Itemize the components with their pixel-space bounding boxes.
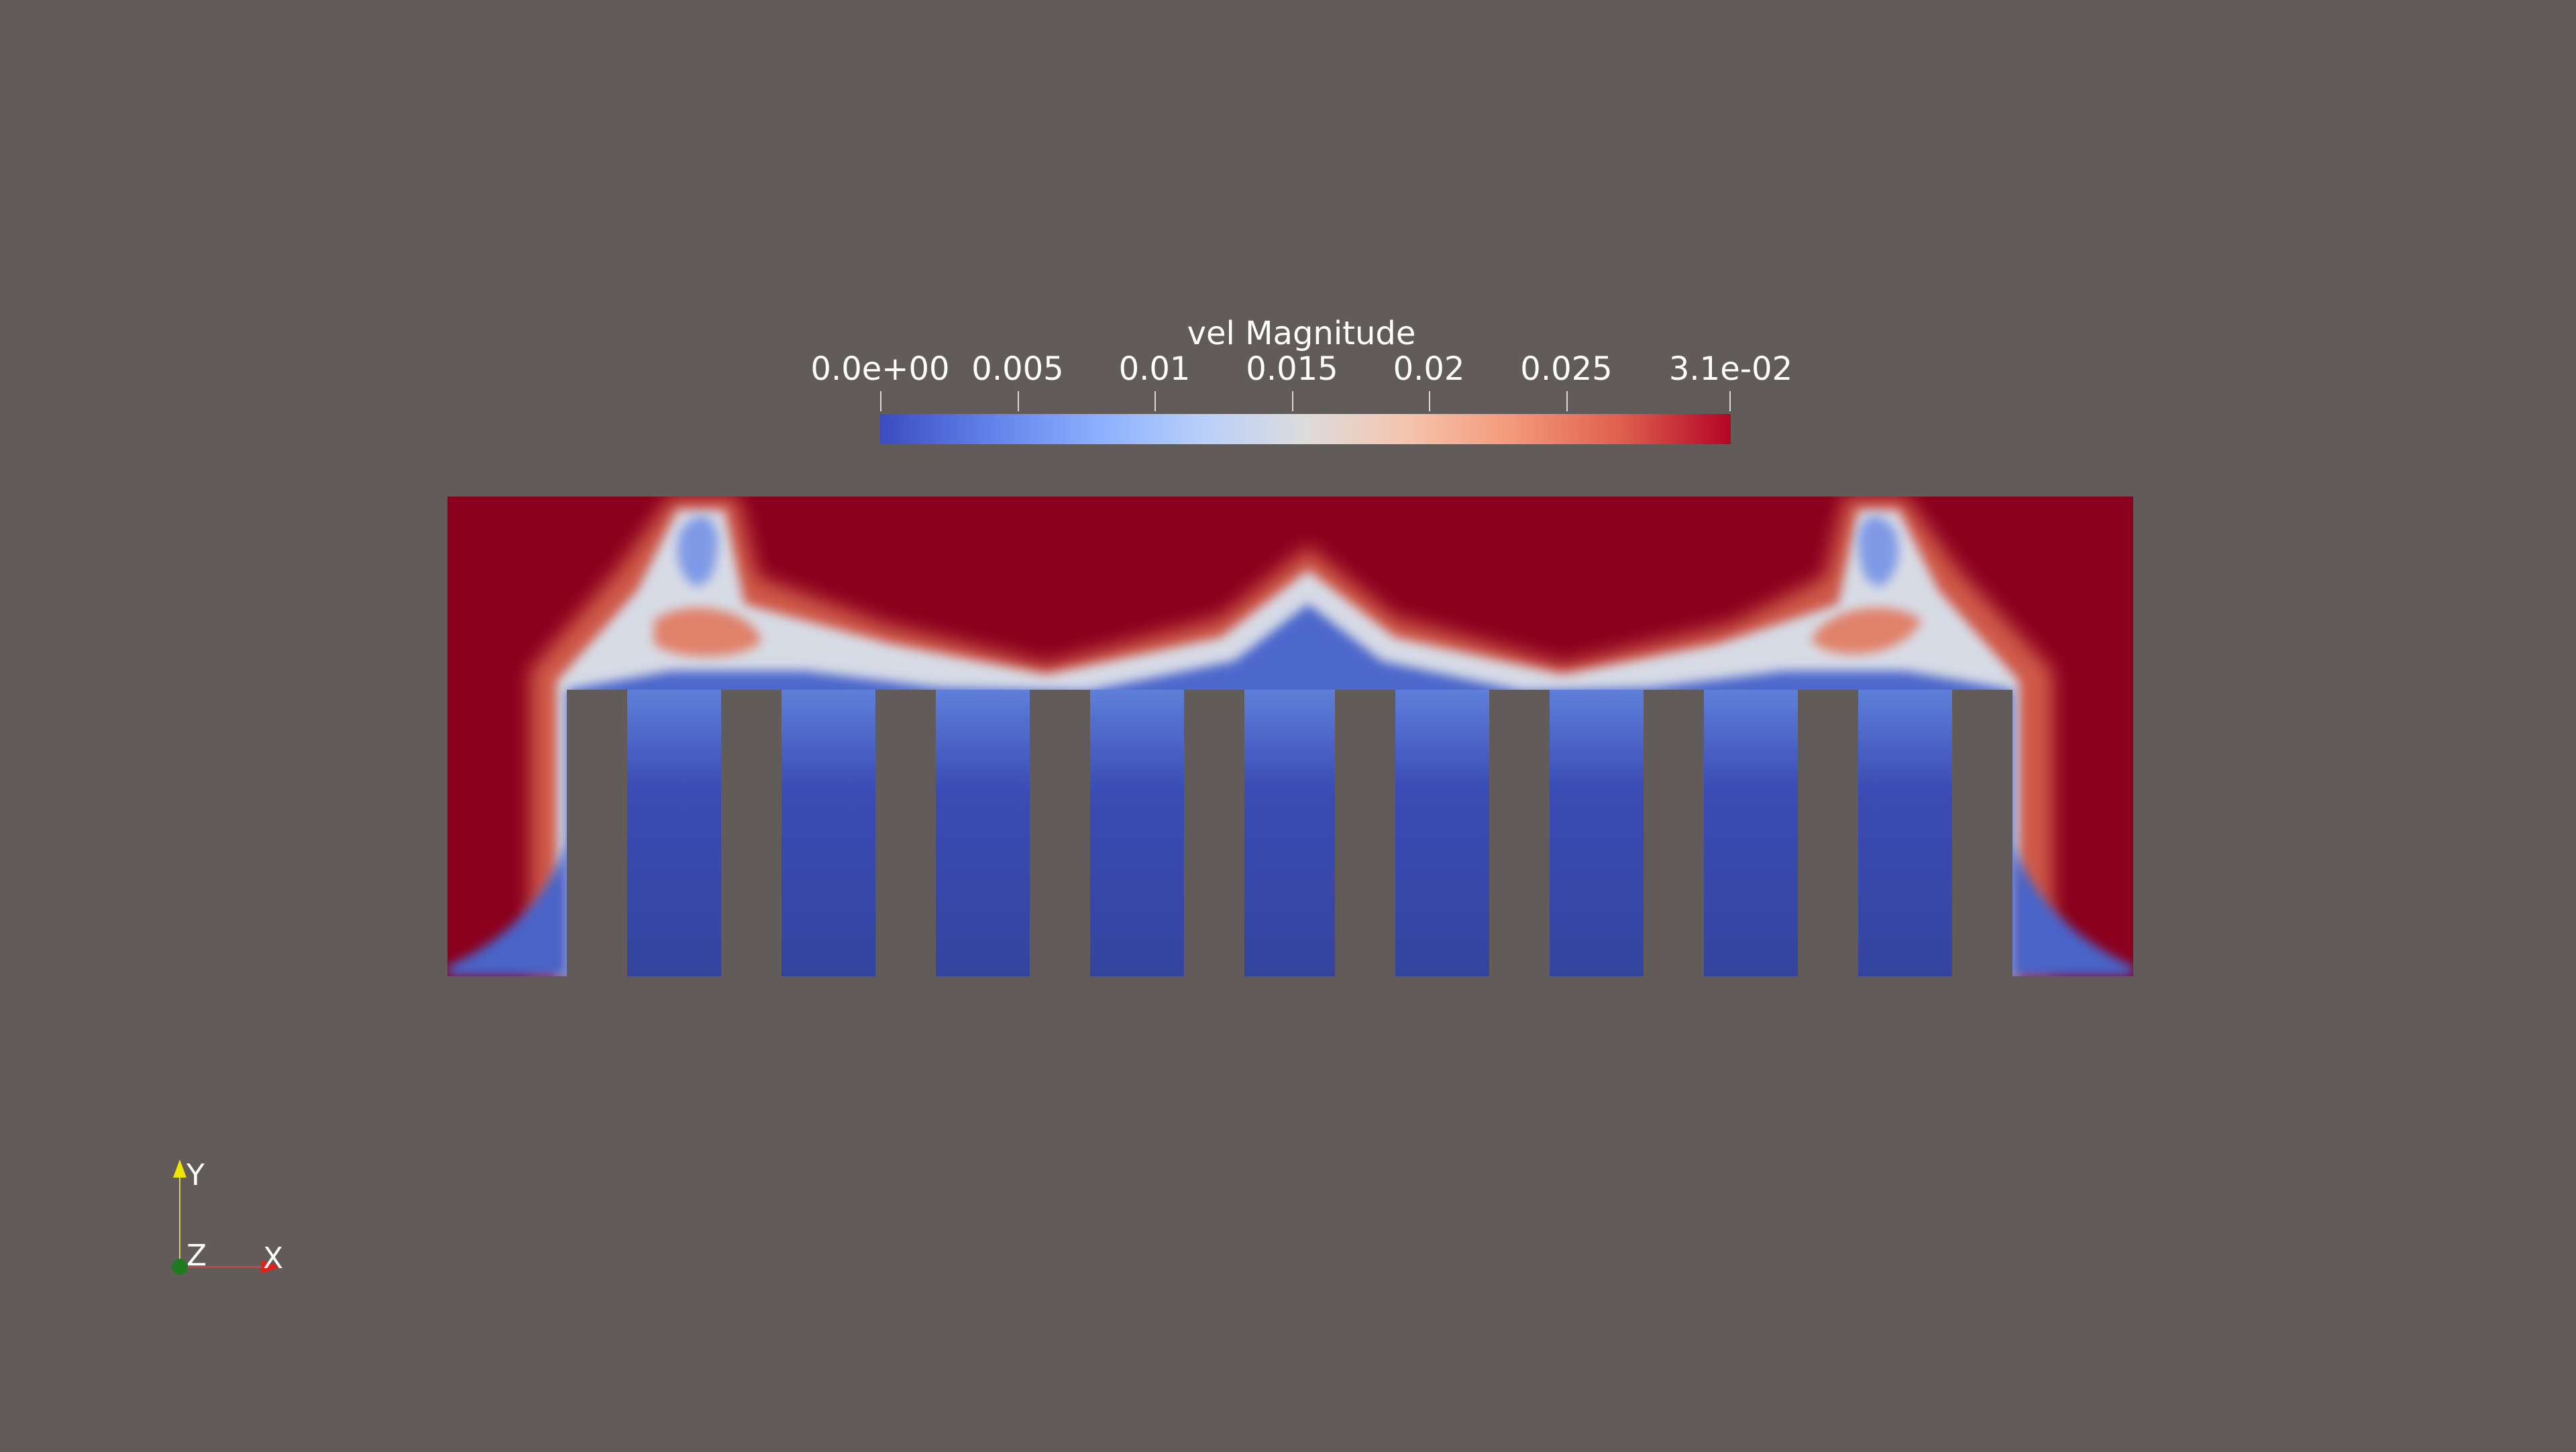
tick-label: 0.015: [1246, 350, 1338, 388]
tick-label: 0.0e+00: [810, 350, 950, 388]
tick-mark: [1018, 391, 1019, 411]
x-axis-arrow: [262, 1260, 280, 1274]
legend-title: vel Magnitude: [1187, 315, 1416, 352]
tick-mark: [1155, 391, 1156, 411]
tick-mark: [1429, 391, 1430, 411]
fin-channels: [627, 690, 1952, 976]
z-axis-origin: [172, 1259, 188, 1275]
tick-label: 0.025: [1520, 350, 1613, 388]
tick-mark: [880, 391, 881, 411]
color-legend: vel Magnitude 0.0e+00 0.005 0.01 0.015 0…: [805, 305, 1798, 450]
orientation-axes: Y Z X: [148, 1147, 302, 1282]
tick-mark: [1729, 391, 1731, 411]
axes-triad: [172, 1159, 280, 1275]
velocity-domain: [447, 497, 2133, 976]
x-axis-label: X: [263, 1241, 284, 1276]
tick-mark: [1292, 391, 1293, 411]
y-axis-label: Y: [186, 1158, 205, 1192]
colorbar: [880, 414, 1731, 444]
tick-mark: [1566, 391, 1568, 411]
tick-label: 0.005: [971, 350, 1064, 388]
z-axis-label: Z: [186, 1239, 207, 1273]
y-axis-arrow: [173, 1159, 186, 1178]
tick-label: 0.02: [1393, 350, 1465, 388]
tick-label: 0.01: [1118, 350, 1191, 388]
tick-label: 3.1e-02: [1668, 350, 1793, 388]
